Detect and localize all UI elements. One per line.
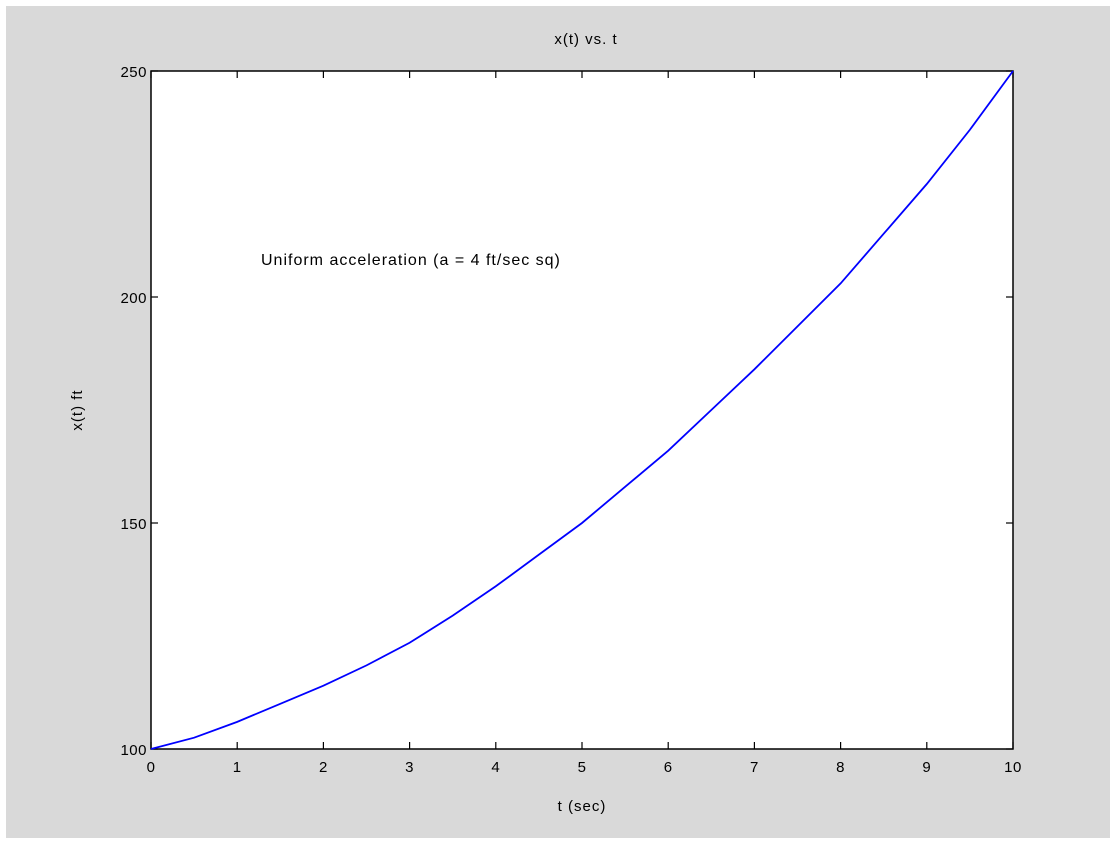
x-tick-label: 4 [491,759,500,776]
axis-ticks [150,70,1014,750]
plot-area [150,70,1014,750]
x-tick-label: 0 [147,759,156,776]
x-tick-label: 8 [836,759,845,776]
chart: x(t) vs. t 0 1 2 3 4 5 6 7 8 9 10 100 150 200 250 Uni… [69,31,1022,815]
x-tick-label: 2 [319,759,328,776]
x-tick-label: 5 [578,759,587,776]
x-tick-labels: 0 1 2 3 4 5 6 7 8 9 10 [147,759,1022,776]
figure-background: x(t) vs. t 0 1 2 3 4 5 6 7 8 9 10 100 150 200 250 Uni… [6,6,1110,838]
x-tick-label: 6 [664,759,673,776]
x-tick-label: 9 [922,759,931,776]
x-tick-label: 3 [405,759,414,776]
x-tick-label: 10 [1004,759,1022,776]
series-line [150,70,1014,750]
y-tick-labels: 100 150 200 250 [120,64,147,759]
y-tick-label: 150 [120,516,147,533]
x-tick-label: 7 [750,759,759,776]
y-axis-label: x(t) ft [69,389,86,430]
y-tick-label: 250 [120,64,147,81]
x-tick-label: 1 [233,759,242,776]
x-axis-label: t (sec) [558,798,607,815]
y-tick-label: 100 [120,742,147,759]
chart-title: x(t) vs. t [554,31,617,48]
annotation-text: Uniform acceleration (a = 4 ft/sec sq) [261,252,561,269]
y-tick-label: 200 [120,290,147,307]
